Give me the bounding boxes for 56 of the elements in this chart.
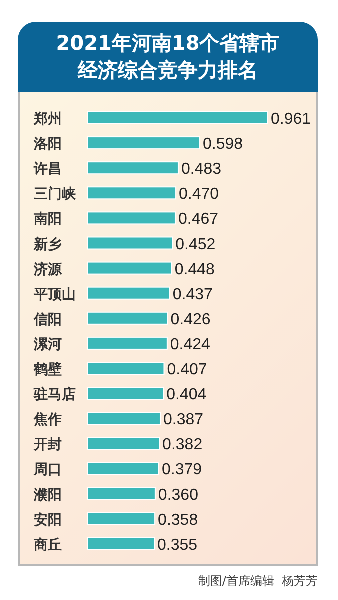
y-tick-label: 郑州: [33, 112, 62, 128]
bar: [88, 162, 179, 175]
bar: [88, 312, 168, 325]
bar: [88, 236, 174, 250]
y-tick-label: 鹤壁: [33, 361, 62, 378]
data-label: 0.382: [162, 436, 203, 454]
bar: [88, 412, 161, 426]
data-label: 0.961: [271, 111, 312, 128]
bar: [88, 537, 155, 550]
y-tick-label: 济源: [33, 260, 63, 278]
y-tick-label: 商丘: [33, 536, 62, 554]
data-label: 0.404: [166, 386, 207, 404]
data-label: 0.426: [170, 311, 211, 328]
bar: [88, 262, 172, 275]
data-label: 0.448: [174, 261, 216, 278]
bar: [88, 462, 160, 476]
y-tick-label: 濮阳: [33, 487, 62, 504]
data-label: 0.424: [170, 336, 211, 354]
y-tick-label: 焦作: [33, 412, 62, 428]
y-tick-label: 安阳: [34, 511, 62, 528]
y-tick-label: 三门峡: [34, 186, 77, 203]
data-label: 0.598: [203, 136, 244, 154]
chart-title: 2021年河南18个省辖市经济综合竞争力排名: [55, 30, 281, 84]
y-tick-label: 新乡: [33, 236, 62, 253]
data-label: 0.483: [181, 161, 222, 178]
data-label: 0.387: [163, 412, 204, 429]
y-tick-label: 洛阳: [33, 136, 62, 153]
bar: [88, 437, 160, 450]
y-tick-label: 开封: [33, 437, 62, 454]
data-label: 0.437: [172, 286, 213, 304]
y-tick-label: 驻马店: [33, 386, 76, 404]
y-tick-label: 漯河: [33, 336, 62, 353]
data-label: 0.470: [179, 186, 220, 204]
bar: [88, 186, 177, 200]
bar: [88, 336, 168, 350]
y-tick-label: 许昌: [33, 162, 62, 178]
data-label: 0.360: [158, 486, 199, 504]
data-label: 0.467: [178, 211, 219, 228]
y-tick-label: 周口: [33, 462, 62, 478]
y-tick-label: 信阳: [33, 312, 62, 328]
bar: [88, 212, 176, 225]
data-label: 0.379: [162, 462, 202, 479]
bar: [88, 112, 268, 124]
bar: [88, 512, 156, 526]
bar: [88, 487, 156, 500]
data-label: 0.452: [176, 236, 216, 254]
bar: [88, 362, 165, 375]
data-label: 0.407: [167, 362, 208, 378]
y-tick-label: 南阳: [33, 212, 62, 228]
data-label: 0.358: [158, 512, 198, 529]
y-tick-label: 平顶山: [33, 286, 76, 303]
bar: [88, 286, 170, 300]
data-label: 0.355: [157, 536, 198, 554]
text: 制图/首席编辑 杨芳芳: [198, 573, 318, 590]
bar: [88, 387, 164, 400]
bar: [88, 136, 201, 150]
